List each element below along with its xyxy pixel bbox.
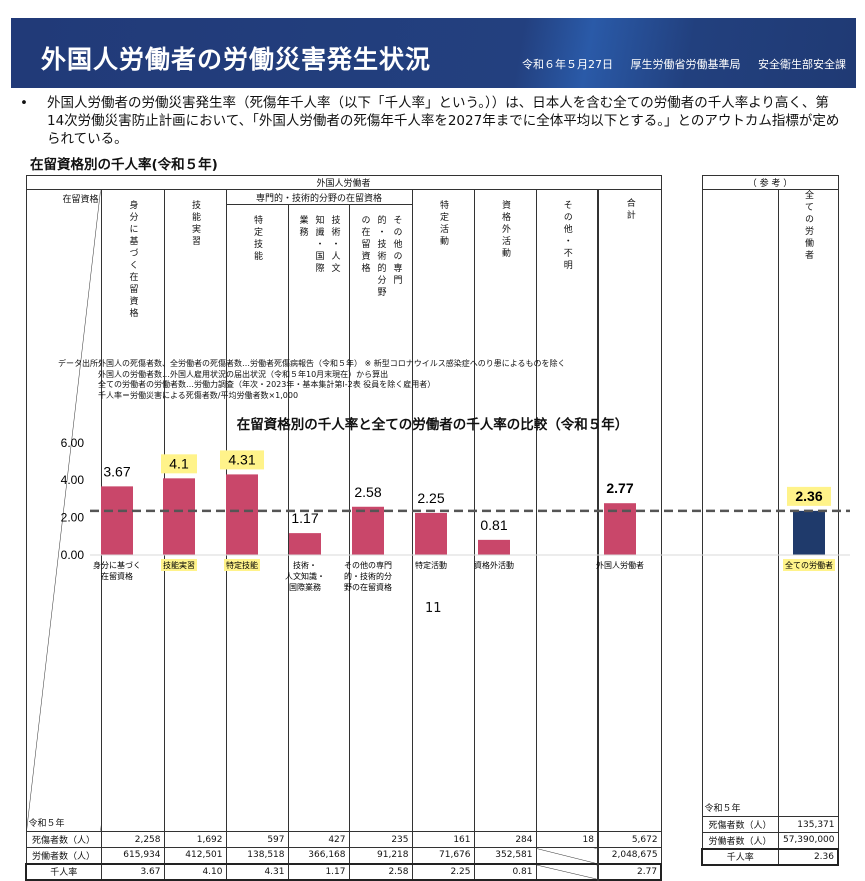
table-row: 千人率3.674.104.311.172.582.250.81 2.77 bbox=[26, 864, 661, 880]
table-cell: 4.10 bbox=[164, 864, 226, 880]
bar bbox=[793, 511, 825, 555]
data-label: 2.77 bbox=[606, 480, 633, 496]
table-cell: 18 bbox=[536, 832, 598, 848]
page-number: 11 bbox=[425, 601, 442, 616]
table-cell: 91,218 bbox=[349, 848, 412, 864]
page-title: 外国人労働者の労働災害発生状況 bbox=[41, 40, 431, 76]
category-label: その他の専門 bbox=[344, 560, 392, 570]
table-cell: 3.67 bbox=[101, 864, 164, 880]
category-label: 技能実習 bbox=[163, 560, 195, 570]
table-cell: 0.81 bbox=[474, 864, 536, 880]
bar bbox=[289, 533, 321, 555]
bar bbox=[478, 540, 510, 555]
row-label: 死傷者数（人） bbox=[26, 832, 101, 848]
bar bbox=[352, 507, 384, 555]
y-tick-label: 4.00 bbox=[61, 473, 85, 487]
table-cell: 235 bbox=[349, 832, 412, 848]
data-label: 3.67 bbox=[103, 463, 130, 479]
table-cell: 615,934 bbox=[101, 848, 164, 864]
table-cell bbox=[536, 848, 598, 864]
table-cell: 4.31 bbox=[226, 864, 288, 880]
data-source: データ出所： 外国人の死傷者数、全労働者の死傷者数…労働者死傷病報告（令和５年）… bbox=[58, 359, 566, 401]
bar bbox=[163, 478, 195, 555]
table-cell: 2,048,675 bbox=[598, 848, 661, 864]
table-cell: 352,581 bbox=[474, 848, 536, 864]
bar bbox=[415, 513, 447, 555]
table-cell: 2.58 bbox=[349, 864, 412, 880]
table-cell: 1.17 bbox=[288, 864, 349, 880]
table-cell: 138,518 bbox=[226, 848, 288, 864]
table-cell: 1,692 bbox=[164, 832, 226, 848]
table-cell: 412,501 bbox=[164, 848, 226, 864]
table-cell: 366,168 bbox=[288, 848, 349, 864]
group-header: 外国人労働者 bbox=[26, 176, 661, 190]
table-cell: 284 bbox=[474, 832, 536, 848]
table-row: 労働者数（人）615,934412,501138,518366,16891,21… bbox=[26, 848, 661, 864]
table-cell bbox=[536, 864, 598, 880]
header-banner: 外国人労働者の労働災害発生状況 令和６年５月27日 厚生労働省労働基準局 安全衛… bbox=[11, 18, 856, 88]
data-label: 2.25 bbox=[417, 490, 444, 506]
data-label: 4.31 bbox=[228, 451, 255, 467]
category-label: 野の在留資格 bbox=[344, 582, 392, 592]
category-label: 技術・ bbox=[293, 560, 317, 570]
category-label: 在留資格 bbox=[101, 571, 133, 581]
category-label: 身分に基づく bbox=[93, 560, 141, 570]
table-cell: 597 bbox=[226, 832, 288, 848]
category-label: 的・技術的分 bbox=[344, 571, 392, 581]
data-label: 1.17 bbox=[291, 510, 318, 526]
row-label: 千人率 bbox=[26, 864, 101, 880]
subgroup-header: 専門的・技術的分野の在留資格 bbox=[226, 190, 412, 205]
data-label: 2.36 bbox=[795, 488, 822, 504]
bar bbox=[226, 474, 258, 555]
table-cell: 71,676 bbox=[412, 848, 474, 864]
table-cell: 5,672 bbox=[598, 832, 661, 848]
y-tick-label: 2.00 bbox=[61, 511, 85, 525]
data-label: 2.58 bbox=[354, 484, 381, 500]
table-cell: 427 bbox=[288, 832, 349, 848]
header-subtitle: 令和６年５月27日 厚生労働省労働基準局 安全衛生部安全課 bbox=[522, 56, 846, 72]
data-label: 0.81 bbox=[480, 517, 507, 533]
row-label: 労働者数（人） bbox=[26, 848, 101, 864]
category-label: 全ての労働者 bbox=[785, 560, 833, 570]
y-tick-label: 6.00 bbox=[61, 436, 85, 450]
reference-header: （ 参 考 ） bbox=[702, 176, 838, 190]
table-cell: 161 bbox=[412, 832, 474, 848]
summary-bullet: • 外国人労働者の労働災害発生率（死傷年千人率（以下「千人率」という。））は、日… bbox=[20, 94, 840, 148]
table-row: 死傷者数（人）2,2581,692597427235161284185,672 bbox=[26, 832, 661, 848]
y-tick-label: 0.00 bbox=[61, 548, 85, 562]
table-cell: 2.77 bbox=[598, 864, 661, 880]
category-label: 外国人労働者 bbox=[596, 560, 644, 570]
summary-text: 外国人労働者の労働災害発生率（死傷年千人率（以下「千人率」という。））は、日本人… bbox=[47, 94, 840, 148]
data-label: 4.1 bbox=[169, 455, 189, 471]
category-label: 人文知識・ bbox=[285, 571, 325, 581]
bar bbox=[101, 486, 133, 555]
category-label: 国際業務 bbox=[289, 582, 321, 592]
table-cell: 2,258 bbox=[101, 832, 164, 848]
table-title: 在留資格別の千人率(令和５年) bbox=[30, 153, 218, 173]
category-label: 特定活動 bbox=[415, 560, 447, 570]
category-label: 資格外活動 bbox=[474, 560, 514, 570]
category-label: 特定技能 bbox=[226, 560, 258, 570]
table-cell: 2.25 bbox=[412, 864, 474, 880]
bar-chart: 0.00 2.00 4.00 6.00 3.67 身分に基づく在留資格 4.1 技能実習 4.3… bbox=[0, 430, 865, 600]
